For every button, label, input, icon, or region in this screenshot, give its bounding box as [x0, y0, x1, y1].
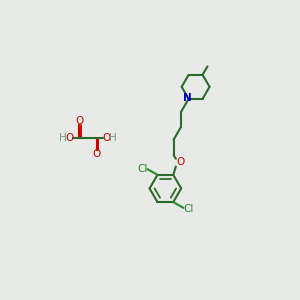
Text: O: O: [102, 133, 111, 142]
Text: O: O: [75, 116, 83, 126]
Text: N: N: [183, 93, 192, 103]
Text: H: H: [109, 133, 117, 142]
Text: Cl: Cl: [183, 204, 194, 214]
Text: H: H: [59, 133, 67, 142]
Text: Cl: Cl: [137, 164, 148, 174]
Text: O: O: [93, 149, 101, 159]
Text: O: O: [65, 133, 74, 142]
Text: O: O: [176, 157, 184, 167]
